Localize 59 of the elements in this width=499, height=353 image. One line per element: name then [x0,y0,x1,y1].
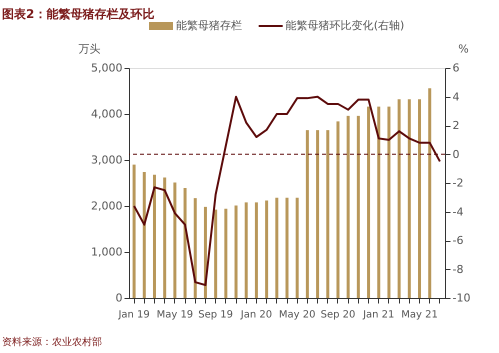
x-tick-label: May 19 [156,310,194,320]
bar [254,202,258,298]
bar [234,206,238,298]
bar [275,198,278,298]
text: 资料来源：农业农村部 [2,336,102,348]
bar [152,174,156,298]
bar [408,99,411,298]
y2-tick-label: -10 [452,292,470,304]
y2-tick-label: 2 [452,119,460,132]
bar [184,188,187,298]
y-axis-title: 万头 [78,42,100,56]
bar [244,202,248,298]
line-series [133,96,441,286]
bar [346,116,350,298]
y2-tick-label: -2 [452,176,464,190]
bar [367,106,370,298]
chart-title: 图表2：能繁母猪存栏及环比 [2,7,154,21]
bar [194,198,197,298]
legend-label: 能繁母猪存栏 [176,19,242,32]
bar [398,99,401,298]
y-tick-label: 3,000 [91,154,122,166]
bar [286,198,288,298]
x-tick-label: May 20 [278,310,316,320]
bar [326,130,330,298]
y2-tick-label: -6 [452,234,464,247]
x-tick-label: Sep 19 [198,310,234,320]
bar [428,88,432,298]
bar [142,172,146,298]
x-tick-label: May 21 [401,310,438,320]
x-tick-label: Jan 19 [117,310,150,320]
bar [265,200,268,298]
legend-label: 能繁母猪环比变化(右轴) [286,19,404,32]
y2-tick-label: -8 [452,262,464,276]
y-tick-label: 2,000 [91,200,122,212]
y-tick-label: 1,000 [91,246,122,258]
bar [418,99,422,298]
y2-tick-label: 0 [452,148,460,161]
bar [306,130,309,298]
y-tick-label: 0 [116,292,122,304]
bar [296,198,299,298]
y-tick-label: 5,000 [91,62,122,74]
bar [224,208,228,298]
bar [356,116,360,298]
bar [173,182,176,298]
y-tick-label: 4,000 [91,108,122,120]
bar [132,164,136,298]
bar [336,121,340,298]
x-tick-label: Sep 20 [320,310,356,320]
bar [387,106,390,298]
bar [377,106,380,298]
y2-tick-label: 6 [452,62,460,74]
y2-tick-label: -4 [452,205,464,218]
bar [214,210,218,298]
x-tick-label: Jan 20 [240,310,272,320]
y2-axis-title: % [458,42,469,56]
bar [316,130,320,298]
x-tick-label: Jan 21 [362,310,394,320]
bar [163,177,166,298]
y2-tick-label: 4 [452,90,460,104]
